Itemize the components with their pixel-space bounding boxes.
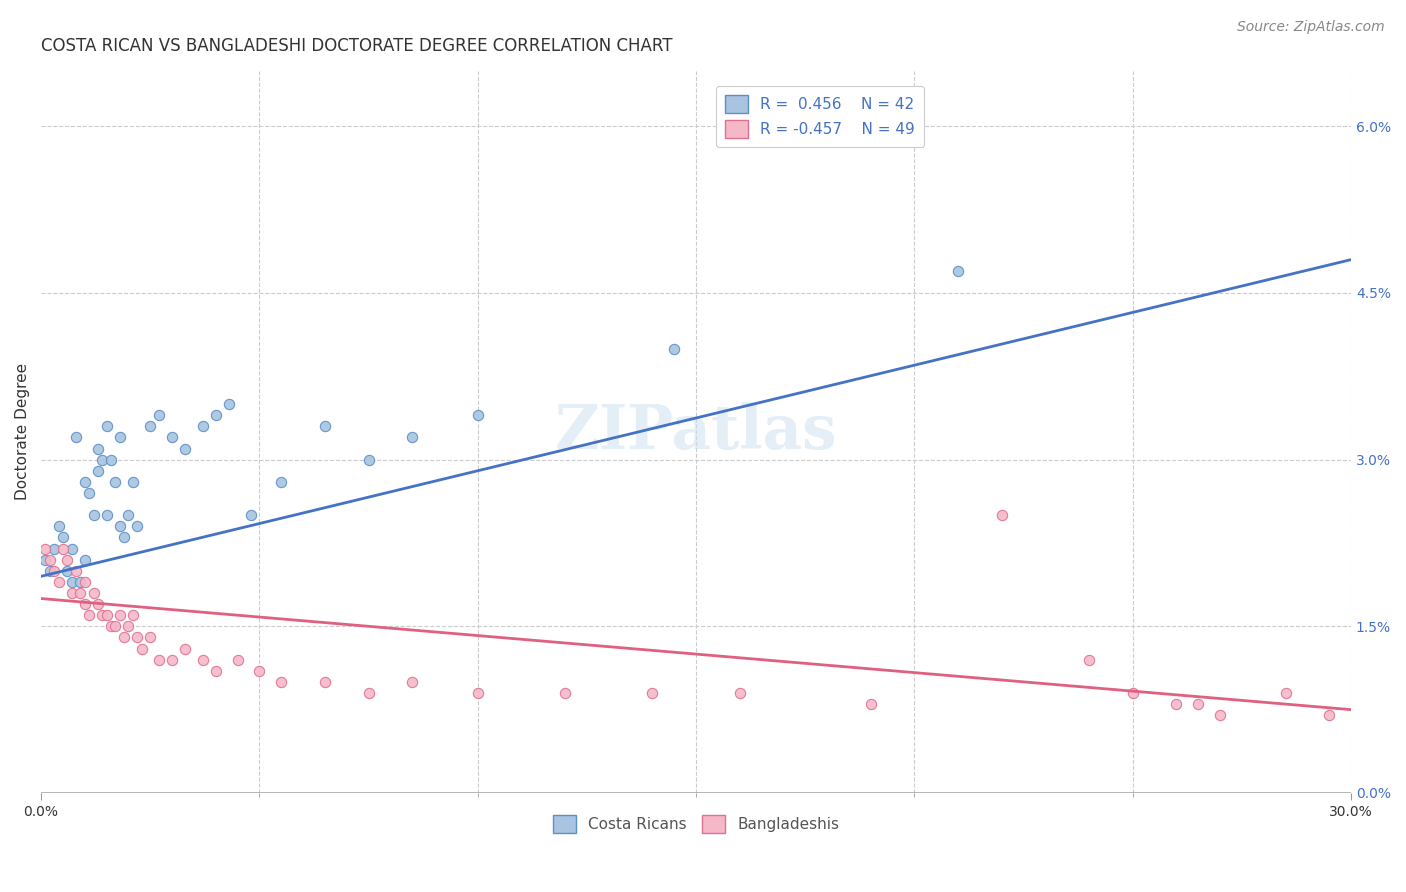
Point bbox=[127, 631, 149, 645]
Point bbox=[38, 552, 60, 566]
Point bbox=[239, 508, 262, 523]
Point bbox=[139, 419, 162, 434]
Point bbox=[73, 552, 96, 566]
Point bbox=[160, 430, 183, 444]
Point bbox=[83, 508, 105, 523]
Point bbox=[121, 608, 143, 623]
Point bbox=[148, 408, 170, 422]
Point bbox=[1122, 686, 1144, 700]
Point bbox=[96, 419, 118, 434]
Point bbox=[112, 530, 135, 544]
Point bbox=[314, 419, 336, 434]
Point bbox=[467, 408, 489, 422]
Point bbox=[117, 619, 139, 633]
Point bbox=[60, 574, 83, 589]
Point bbox=[401, 430, 423, 444]
Point bbox=[56, 552, 79, 566]
Point bbox=[1274, 686, 1296, 700]
Point bbox=[73, 475, 96, 489]
Point bbox=[1187, 697, 1209, 711]
Y-axis label: Doctorate Degree: Doctorate Degree bbox=[15, 363, 30, 500]
Point bbox=[859, 697, 882, 711]
Point bbox=[226, 653, 249, 667]
Point bbox=[73, 597, 96, 611]
Point bbox=[77, 486, 100, 500]
Point bbox=[641, 686, 664, 700]
Point bbox=[108, 430, 131, 444]
Point bbox=[87, 442, 110, 456]
Point bbox=[1317, 708, 1340, 723]
Point bbox=[127, 519, 149, 533]
Point bbox=[52, 530, 75, 544]
Point bbox=[270, 674, 292, 689]
Point bbox=[174, 442, 197, 456]
Point bbox=[60, 541, 83, 556]
Point bbox=[44, 564, 66, 578]
Point bbox=[69, 574, 91, 589]
Text: COSTA RICAN VS BANGLADESHI DOCTORATE DEGREE CORRELATION CHART: COSTA RICAN VS BANGLADESHI DOCTORATE DEG… bbox=[41, 37, 672, 55]
Point bbox=[664, 342, 686, 356]
Point bbox=[48, 574, 70, 589]
Point bbox=[357, 686, 380, 700]
Point bbox=[139, 631, 162, 645]
Point bbox=[44, 541, 66, 556]
Point bbox=[160, 653, 183, 667]
Point bbox=[191, 419, 214, 434]
Point bbox=[34, 541, 56, 556]
Point bbox=[91, 608, 114, 623]
Point bbox=[91, 452, 114, 467]
Point bbox=[990, 508, 1012, 523]
Point bbox=[401, 674, 423, 689]
Point bbox=[467, 686, 489, 700]
Point bbox=[946, 264, 969, 278]
Point bbox=[77, 608, 100, 623]
Point bbox=[38, 564, 60, 578]
Point bbox=[65, 430, 87, 444]
Point bbox=[100, 619, 122, 633]
Point bbox=[204, 408, 226, 422]
Point bbox=[100, 452, 122, 467]
Point bbox=[34, 552, 56, 566]
Point bbox=[96, 608, 118, 623]
Point bbox=[87, 464, 110, 478]
Point bbox=[104, 475, 127, 489]
Legend: Costa Ricans, Bangladeshis: Costa Ricans, Bangladeshis bbox=[547, 809, 845, 839]
Point bbox=[73, 574, 96, 589]
Point bbox=[1209, 708, 1232, 723]
Point bbox=[121, 475, 143, 489]
Point bbox=[314, 674, 336, 689]
Point bbox=[728, 686, 751, 700]
Point bbox=[270, 475, 292, 489]
Text: Source: ZipAtlas.com: Source: ZipAtlas.com bbox=[1237, 20, 1385, 34]
Point bbox=[357, 452, 380, 467]
Point bbox=[65, 564, 87, 578]
Point bbox=[96, 508, 118, 523]
Point bbox=[131, 641, 153, 656]
Text: ZIPatlas: ZIPatlas bbox=[555, 402, 838, 462]
Point bbox=[83, 586, 105, 600]
Point bbox=[174, 641, 197, 656]
Point bbox=[69, 586, 91, 600]
Point bbox=[104, 619, 127, 633]
Point bbox=[108, 608, 131, 623]
Point bbox=[148, 653, 170, 667]
Point bbox=[60, 586, 83, 600]
Point bbox=[117, 508, 139, 523]
Point bbox=[48, 519, 70, 533]
Point bbox=[1078, 653, 1101, 667]
Point bbox=[56, 564, 79, 578]
Point bbox=[554, 686, 576, 700]
Point bbox=[191, 653, 214, 667]
Point bbox=[249, 664, 271, 678]
Point bbox=[87, 597, 110, 611]
Point bbox=[112, 631, 135, 645]
Point bbox=[1166, 697, 1188, 711]
Point bbox=[218, 397, 240, 411]
Point bbox=[204, 664, 226, 678]
Point bbox=[108, 519, 131, 533]
Point bbox=[52, 541, 75, 556]
